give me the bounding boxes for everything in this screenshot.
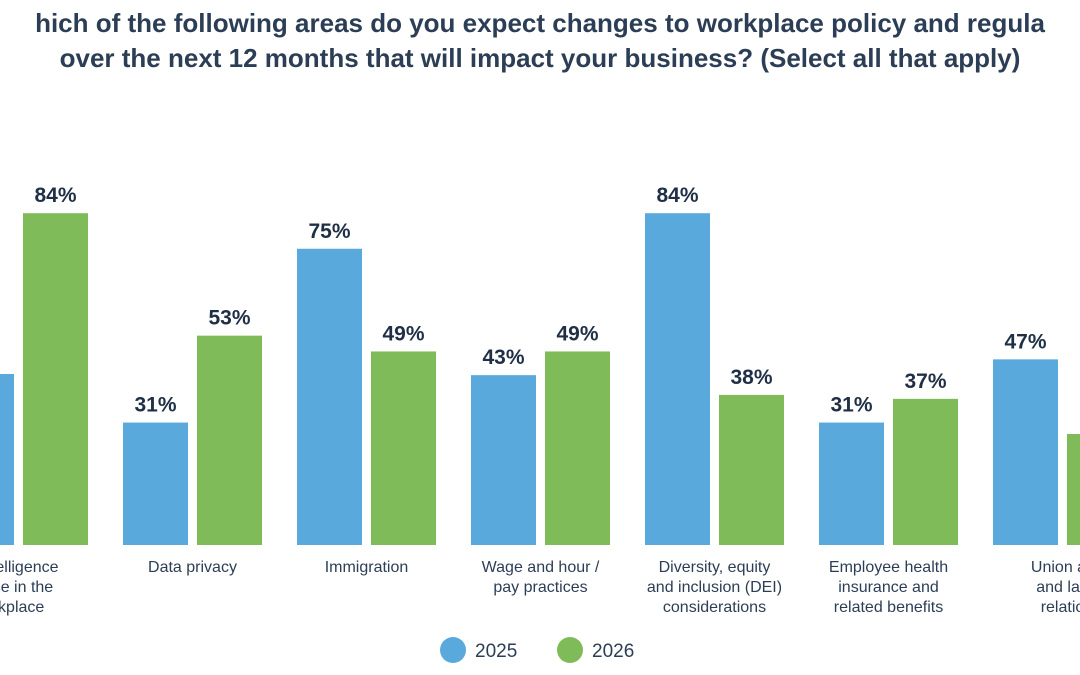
bar-2026-2 bbox=[371, 351, 436, 545]
chart-title-line-2: over the next 12 months that will impact… bbox=[59, 43, 1021, 73]
category-label-4-line-1: and inclusion (DEI) bbox=[647, 579, 782, 596]
category-label-4-line-0: Diversity, equity bbox=[659, 559, 771, 576]
value-label-2025-6: 47% bbox=[1004, 330, 1046, 353]
legend-label-2026: 2026 bbox=[592, 641, 634, 662]
category-label-1-line-0: Data privacy bbox=[148, 559, 237, 576]
category-label-0-line-2: rkplace bbox=[0, 599, 44, 616]
legend-label-2025: 2025 bbox=[475, 641, 517, 662]
value-label-2025-3: 43% bbox=[482, 346, 524, 369]
bar-2026-6 bbox=[1067, 434, 1080, 545]
category-label-6-line-1: and lab bbox=[1036, 579, 1080, 596]
bar-2026-1 bbox=[197, 335, 262, 545]
bars-layer bbox=[0, 213, 1080, 545]
chart-title: hich of the following areas do you expec… bbox=[0, 6, 1080, 76]
category-label-3-line-0: Wage and hour / bbox=[482, 559, 600, 576]
category-label-3-line-1: pay practices bbox=[493, 579, 587, 596]
value-label-2026-3: 49% bbox=[556, 322, 598, 345]
category-label-0-line-1: use in the bbox=[0, 579, 53, 596]
value-label-2026-2: 49% bbox=[382, 322, 424, 345]
legend-swatch-2026 bbox=[557, 637, 583, 663]
bar-2025-4 bbox=[645, 213, 710, 545]
category-label-6-line-0: Union ac bbox=[1031, 559, 1080, 576]
bar-2026-0 bbox=[23, 213, 88, 545]
bar-2025-2 bbox=[297, 248, 362, 545]
category-label-5-line-2: related benefits bbox=[834, 599, 943, 616]
value-label-2025-1: 31% bbox=[134, 394, 176, 417]
bar-2025-3 bbox=[471, 375, 536, 545]
value-label-2025-2: 75% bbox=[308, 220, 350, 243]
category-labels-layer: intelligence use in the rkplace Data privac… bbox=[0, 559, 1080, 616]
category-label-0-line-0: intelligence bbox=[0, 559, 59, 576]
value-label-2025-4: 84% bbox=[656, 184, 698, 207]
value-label-2026-5: 37% bbox=[904, 370, 946, 393]
category-label-5-line-0: Employee health bbox=[829, 559, 948, 576]
value-labels-layer: %84%31%53%75%49%43%49%84%38%31%37%47%2 bbox=[34, 184, 1046, 417]
bar-2025-0 bbox=[0, 374, 14, 545]
category-label-2-line-0: Immigration bbox=[325, 559, 409, 576]
category-label-5-line-1: insurance and bbox=[838, 579, 939, 596]
category-label-6-line-2: relatio bbox=[1041, 599, 1080, 616]
bar-2025-1 bbox=[123, 422, 188, 545]
legend-swatch-2025 bbox=[440, 637, 466, 663]
value-label-2026-0: 84% bbox=[34, 184, 76, 207]
bar-2026-5 bbox=[893, 398, 958, 545]
legend: 2025 2026 bbox=[440, 637, 634, 663]
value-label-2026-4: 38% bbox=[730, 366, 772, 389]
value-label-2026-1: 53% bbox=[208, 307, 250, 330]
chart-title-line-1: hich of the following areas do you expec… bbox=[35, 8, 1045, 38]
bar-2026-4 bbox=[719, 394, 784, 545]
bar-2025-6 bbox=[993, 359, 1058, 545]
bar-2026-3 bbox=[545, 351, 610, 545]
bar-2025-5 bbox=[819, 422, 884, 545]
value-label-2025-5: 31% bbox=[830, 394, 872, 417]
category-label-4-line-2: considerations bbox=[663, 599, 766, 616]
